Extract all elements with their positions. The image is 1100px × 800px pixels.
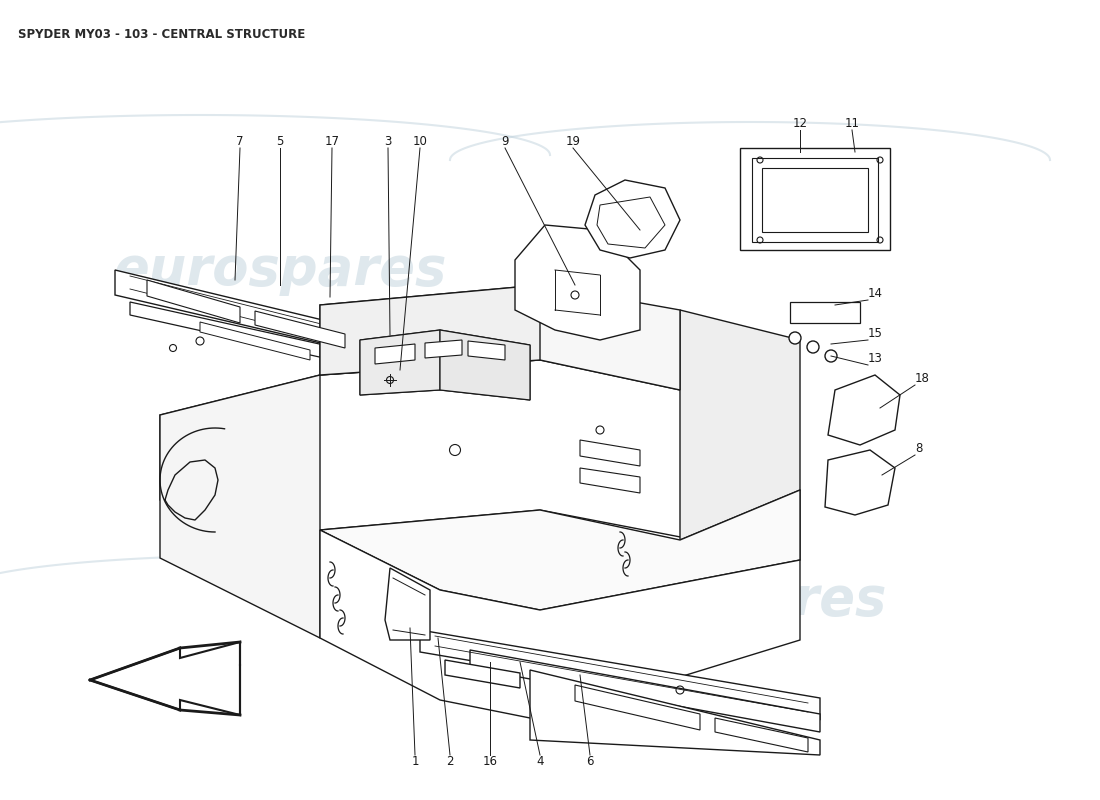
Text: 3: 3: [384, 135, 392, 148]
Polygon shape: [468, 341, 505, 360]
Text: 15: 15: [868, 327, 883, 340]
Polygon shape: [580, 440, 640, 466]
Text: 14: 14: [868, 287, 883, 300]
Circle shape: [789, 332, 801, 344]
Text: eurospares: eurospares: [553, 574, 887, 626]
Text: 11: 11: [845, 117, 859, 130]
Polygon shape: [320, 285, 680, 390]
Polygon shape: [160, 360, 800, 560]
Polygon shape: [740, 148, 890, 250]
Polygon shape: [762, 168, 868, 232]
Text: 18: 18: [915, 372, 930, 385]
Text: 17: 17: [324, 135, 340, 148]
Text: 13: 13: [868, 352, 883, 365]
Polygon shape: [320, 285, 540, 375]
Text: 6: 6: [586, 755, 594, 768]
Polygon shape: [680, 310, 800, 540]
Polygon shape: [116, 270, 385, 358]
Polygon shape: [320, 490, 800, 610]
Polygon shape: [440, 330, 530, 400]
Polygon shape: [752, 158, 878, 242]
Text: 9: 9: [502, 135, 508, 148]
Polygon shape: [425, 340, 462, 358]
Text: 4: 4: [537, 755, 543, 768]
Polygon shape: [715, 718, 808, 752]
Polygon shape: [385, 568, 430, 640]
Polygon shape: [597, 197, 666, 248]
Polygon shape: [420, 630, 820, 720]
Polygon shape: [200, 322, 310, 360]
Text: 16: 16: [483, 755, 497, 768]
Polygon shape: [90, 642, 240, 715]
Polygon shape: [585, 180, 680, 258]
Text: 5: 5: [276, 135, 284, 148]
Polygon shape: [360, 330, 440, 395]
Polygon shape: [446, 660, 520, 688]
Text: 19: 19: [565, 135, 581, 148]
Text: 12: 12: [792, 117, 807, 130]
Circle shape: [807, 341, 820, 353]
Text: 7: 7: [236, 135, 244, 148]
Polygon shape: [320, 530, 800, 720]
Polygon shape: [790, 302, 860, 323]
Polygon shape: [255, 311, 345, 348]
Text: 8: 8: [915, 442, 923, 455]
Circle shape: [825, 350, 837, 362]
Polygon shape: [530, 670, 820, 755]
Text: SPYDER MY03 - 103 - CENTRAL STRUCTURE: SPYDER MY03 - 103 - CENTRAL STRUCTURE: [18, 28, 306, 41]
Text: eurospares: eurospares: [113, 244, 447, 296]
Polygon shape: [160, 375, 320, 638]
Polygon shape: [828, 375, 900, 445]
Text: 10: 10: [412, 135, 428, 148]
Polygon shape: [360, 330, 530, 400]
Text: 1: 1: [411, 755, 419, 768]
Polygon shape: [580, 468, 640, 493]
Polygon shape: [470, 650, 820, 732]
Polygon shape: [515, 225, 640, 340]
Polygon shape: [130, 302, 378, 370]
Text: 2: 2: [447, 755, 453, 768]
Polygon shape: [575, 685, 700, 730]
Polygon shape: [147, 280, 240, 323]
Polygon shape: [825, 450, 895, 515]
Polygon shape: [375, 344, 415, 364]
